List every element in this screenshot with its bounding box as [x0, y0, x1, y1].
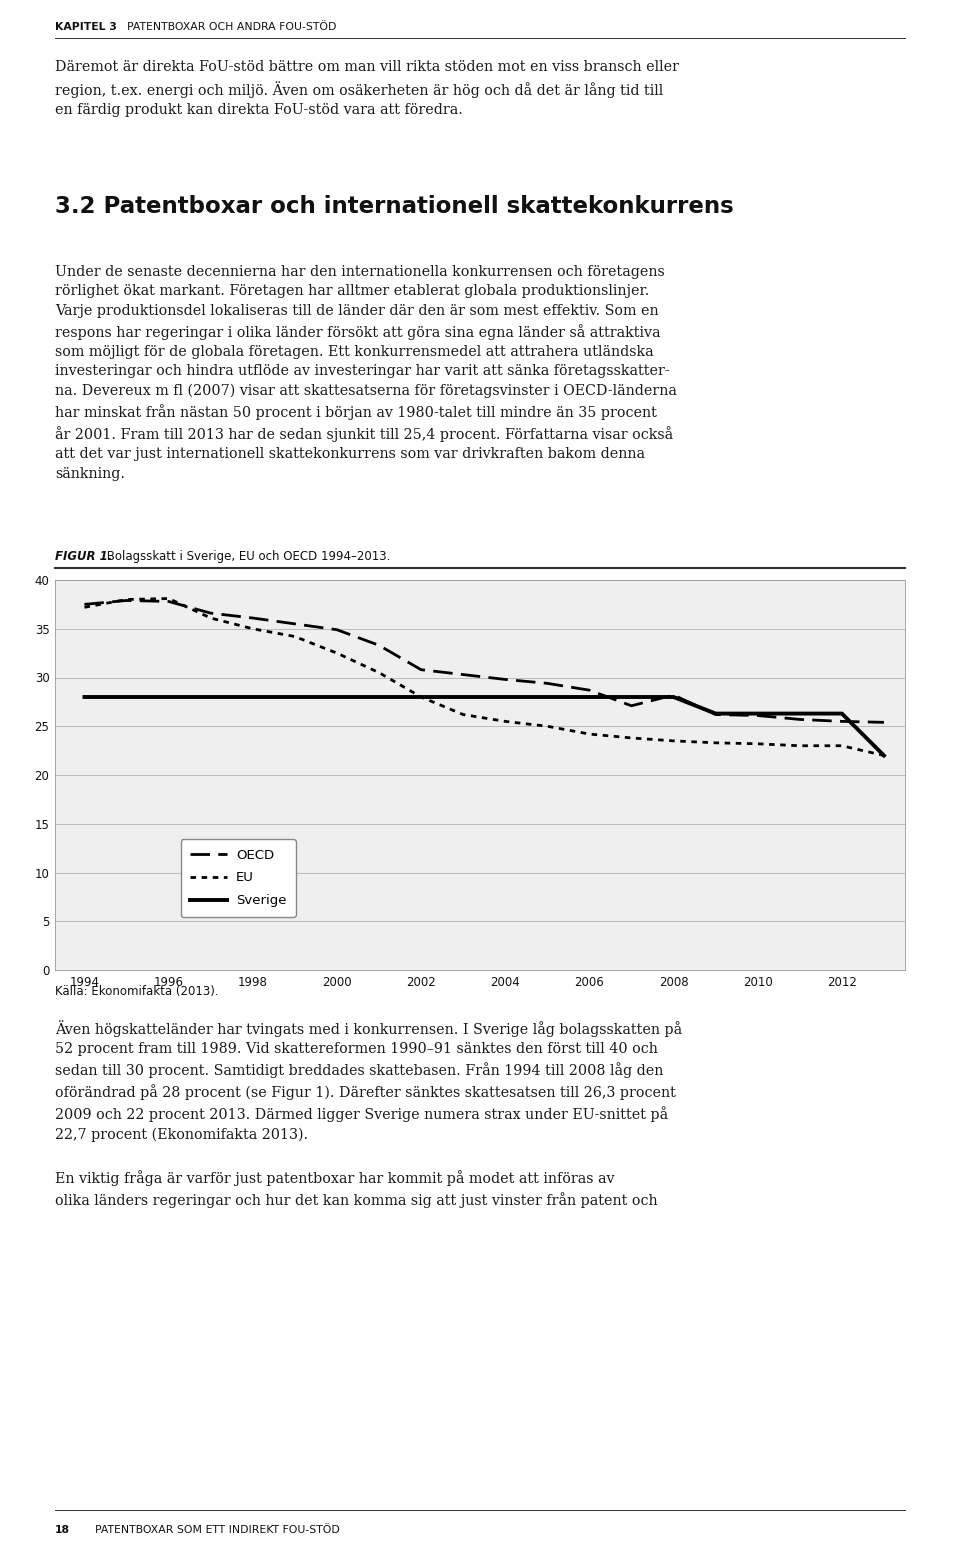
- Text: Däremot är direkta FoU-stöd bättre om man vill rikta stöden mot en viss bransch : Däremot är direkta FoU-stöd bättre om ma…: [55, 60, 679, 118]
- Text: Källa: Ekonomifakta (2013).: Källa: Ekonomifakta (2013).: [55, 985, 219, 998]
- Text: En viktig fråga är varför just patentboxar har kommit på modet att införas av
ol: En viktig fråga är varför just patentbox…: [55, 1170, 658, 1208]
- Text: PATENTBOXAR OCH ANDRA FOU-STÖD: PATENTBOXAR OCH ANDRA FOU-STÖD: [127, 22, 336, 32]
- Text: PATENTBOXAR SOM ETT INDIREKT FOU-STÖD: PATENTBOXAR SOM ETT INDIREKT FOU-STÖD: [95, 1525, 340, 1535]
- Legend: OECD, EU, Sverige: OECD, EU, Sverige: [180, 840, 296, 917]
- Text: Under de senaste decennierna har den internationella konkurrensen och företagens: Under de senaste decennierna har den int…: [55, 265, 677, 481]
- Text: KAPITEL 3: KAPITEL 3: [55, 22, 117, 32]
- Text: 18: 18: [55, 1525, 70, 1535]
- Text: 3.2 Patentboxar och internationell skattekonkurrens: 3.2 Patentboxar och internationell skatt…: [55, 195, 733, 218]
- Text: FIGUR 1.: FIGUR 1.: [55, 551, 112, 563]
- Text: Bolagsskatt i Sverige, EU och OECD 1994–2013.: Bolagsskatt i Sverige, EU och OECD 1994–…: [103, 551, 391, 563]
- Text: Även högskatteländer har tvingats med i konkurrensen. I Sverige låg bolagsskatte: Även högskatteländer har tvingats med i …: [55, 1019, 683, 1142]
